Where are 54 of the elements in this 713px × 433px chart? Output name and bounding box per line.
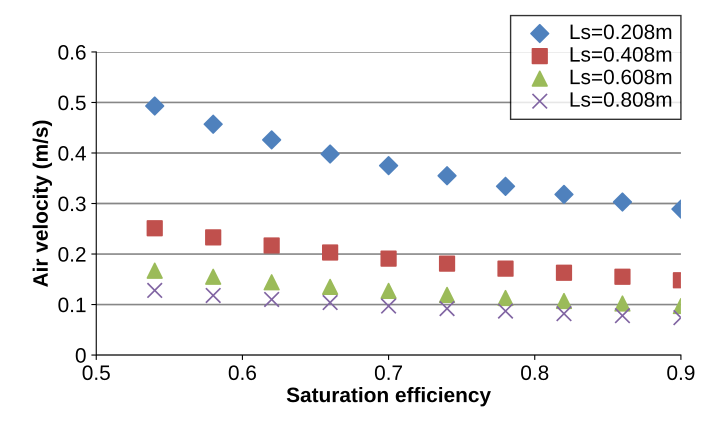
point bbox=[146, 262, 163, 279]
point bbox=[322, 278, 338, 295]
point bbox=[262, 130, 282, 150]
x-tick-label: 0.9 bbox=[667, 365, 694, 380]
point bbox=[496, 176, 516, 196]
point bbox=[205, 287, 222, 304]
legend-label: Ls=0.808m bbox=[570, 92, 672, 107]
y-tick-label: 0 bbox=[76, 348, 86, 363]
point bbox=[380, 282, 397, 300]
x-tick-label: 0.8 bbox=[521, 365, 548, 380]
y-tick-label: 0.1 bbox=[58, 298, 86, 312]
point bbox=[556, 292, 572, 310]
point bbox=[614, 295, 631, 312]
y-tick-label: 0.3 bbox=[58, 196, 86, 212]
legend-label: Ls=0.408m bbox=[570, 47, 672, 62]
legend-label: Ls=0.608m bbox=[570, 70, 672, 84]
x-tick-label: 0.5 bbox=[82, 365, 110, 380]
point bbox=[378, 156, 398, 176]
y-axis-title: Air velocity (m/s) bbox=[32, 120, 52, 287]
point bbox=[438, 300, 456, 317]
point bbox=[380, 298, 397, 314]
point bbox=[497, 260, 514, 277]
point bbox=[438, 286, 456, 304]
point bbox=[612, 192, 632, 212]
point bbox=[322, 244, 338, 261]
point bbox=[497, 290, 514, 306]
point bbox=[145, 96, 164, 116]
point bbox=[554, 184, 574, 204]
legend-label: Ls=0.208m bbox=[570, 24, 672, 40]
y-tick-label: 0.6 bbox=[58, 44, 86, 60]
point bbox=[146, 220, 163, 236]
point bbox=[614, 308, 631, 324]
x-tick-label: 0.7 bbox=[374, 365, 402, 380]
point bbox=[320, 144, 340, 164]
x-axis-title: Saturation efficiency bbox=[286, 386, 491, 406]
point bbox=[438, 256, 456, 272]
point bbox=[322, 294, 338, 311]
x-tick-label: 0.6 bbox=[228, 365, 256, 380]
point bbox=[497, 302, 514, 320]
point bbox=[556, 306, 572, 322]
point bbox=[614, 268, 631, 285]
point bbox=[437, 166, 457, 186]
point bbox=[264, 237, 280, 254]
point bbox=[205, 268, 222, 285]
y-tick-label: 0.5 bbox=[58, 95, 86, 110]
point bbox=[380, 250, 397, 267]
point bbox=[556, 264, 572, 281]
y-tick-label: 0.2 bbox=[58, 247, 86, 262]
y-tick-label: 0.4 bbox=[58, 146, 86, 161]
point bbox=[146, 282, 163, 299]
point bbox=[205, 229, 222, 246]
point bbox=[204, 114, 223, 134]
point bbox=[264, 291, 280, 308]
point bbox=[264, 274, 280, 290]
